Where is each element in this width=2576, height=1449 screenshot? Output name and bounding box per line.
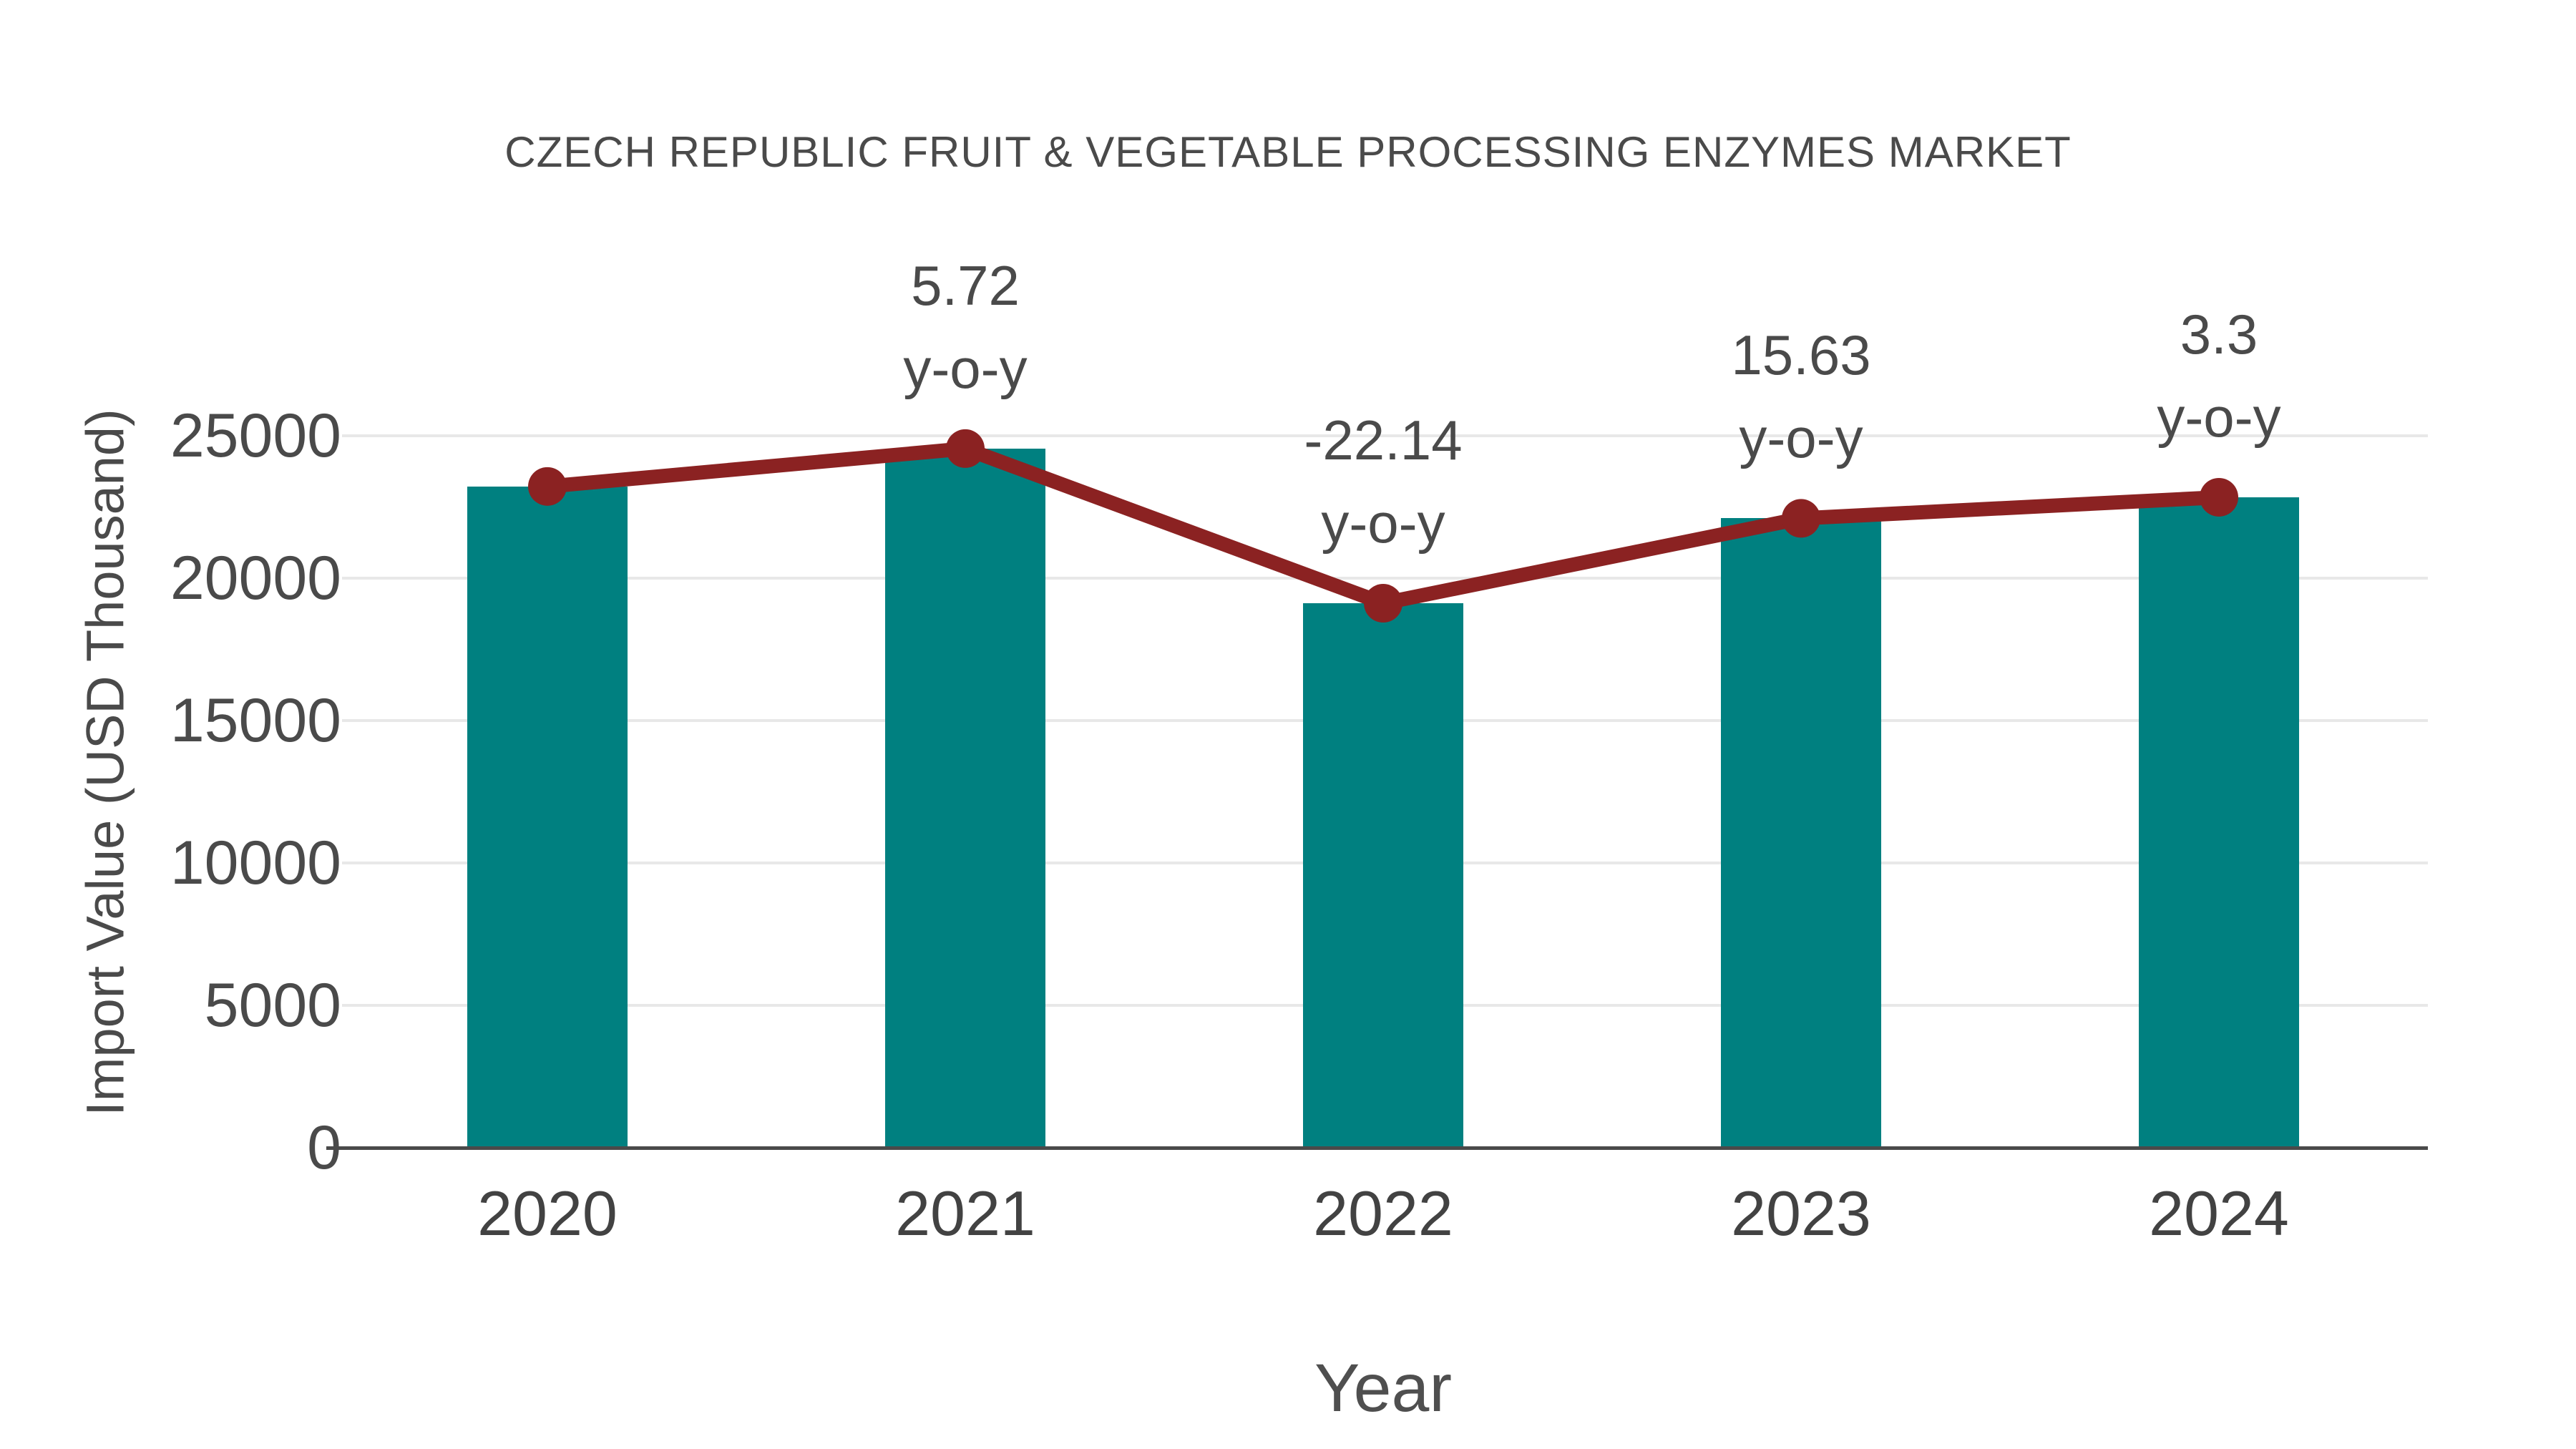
marker-2021[interactable] [946,429,985,468]
bar-2022[interactable] [1303,603,1463,1148]
yoy-value-2021: 5.72 [911,253,1020,317]
y-tick-label-25000: 25000 [170,401,341,470]
x-tick-label-2020: 2020 [477,1178,618,1249]
yoy-value-2024: 3.3 [2180,302,2258,366]
chart-title: CZECH REPUBLIC FRUIT & VEGETABLE PROCESS… [504,128,2072,176]
gridline-20000 [342,577,2428,580]
x-tick-label-2023: 2023 [1731,1178,1871,1249]
yoy-suffix-2021: y-o-y [903,336,1028,400]
bar-2024[interactable] [2139,497,2299,1148]
yoy-value-2023: 15.63 [1731,323,1871,387]
yoy-value-2022: -22.14 [1304,409,1463,472]
y-tick-label-15000: 15000 [170,686,341,755]
x-axis-title: Year [1314,1350,1452,1426]
bar-2020[interactable] [467,486,628,1148]
yoy-suffix-2023: y-o-y [1739,406,1863,470]
yoy-suffix-2022: y-o-y [1321,492,1445,555]
bar-2021[interactable] [885,448,1045,1148]
gridline-25000 [342,434,2428,437]
marker-2022[interactable] [1364,584,1402,623]
x-tick-label-2022: 2022 [1313,1178,1453,1249]
marker-2023[interactable] [1782,499,1820,538]
y-tick-label-20000: 20000 [170,544,341,613]
x-tick-label-2024: 2024 [2149,1178,2289,1249]
x-axis-line [326,1146,2428,1150]
marker-2020[interactable] [528,467,567,506]
y-tick-label-10000: 10000 [170,829,341,897]
bar-2023[interactable] [1721,518,1881,1148]
yoy-suffix-2024: y-o-y [2157,385,2281,449]
x-tick-label-2021: 2021 [895,1178,1035,1249]
marker-2024[interactable] [2200,477,2238,517]
y-tick-label-5000: 5000 [204,971,341,1040]
